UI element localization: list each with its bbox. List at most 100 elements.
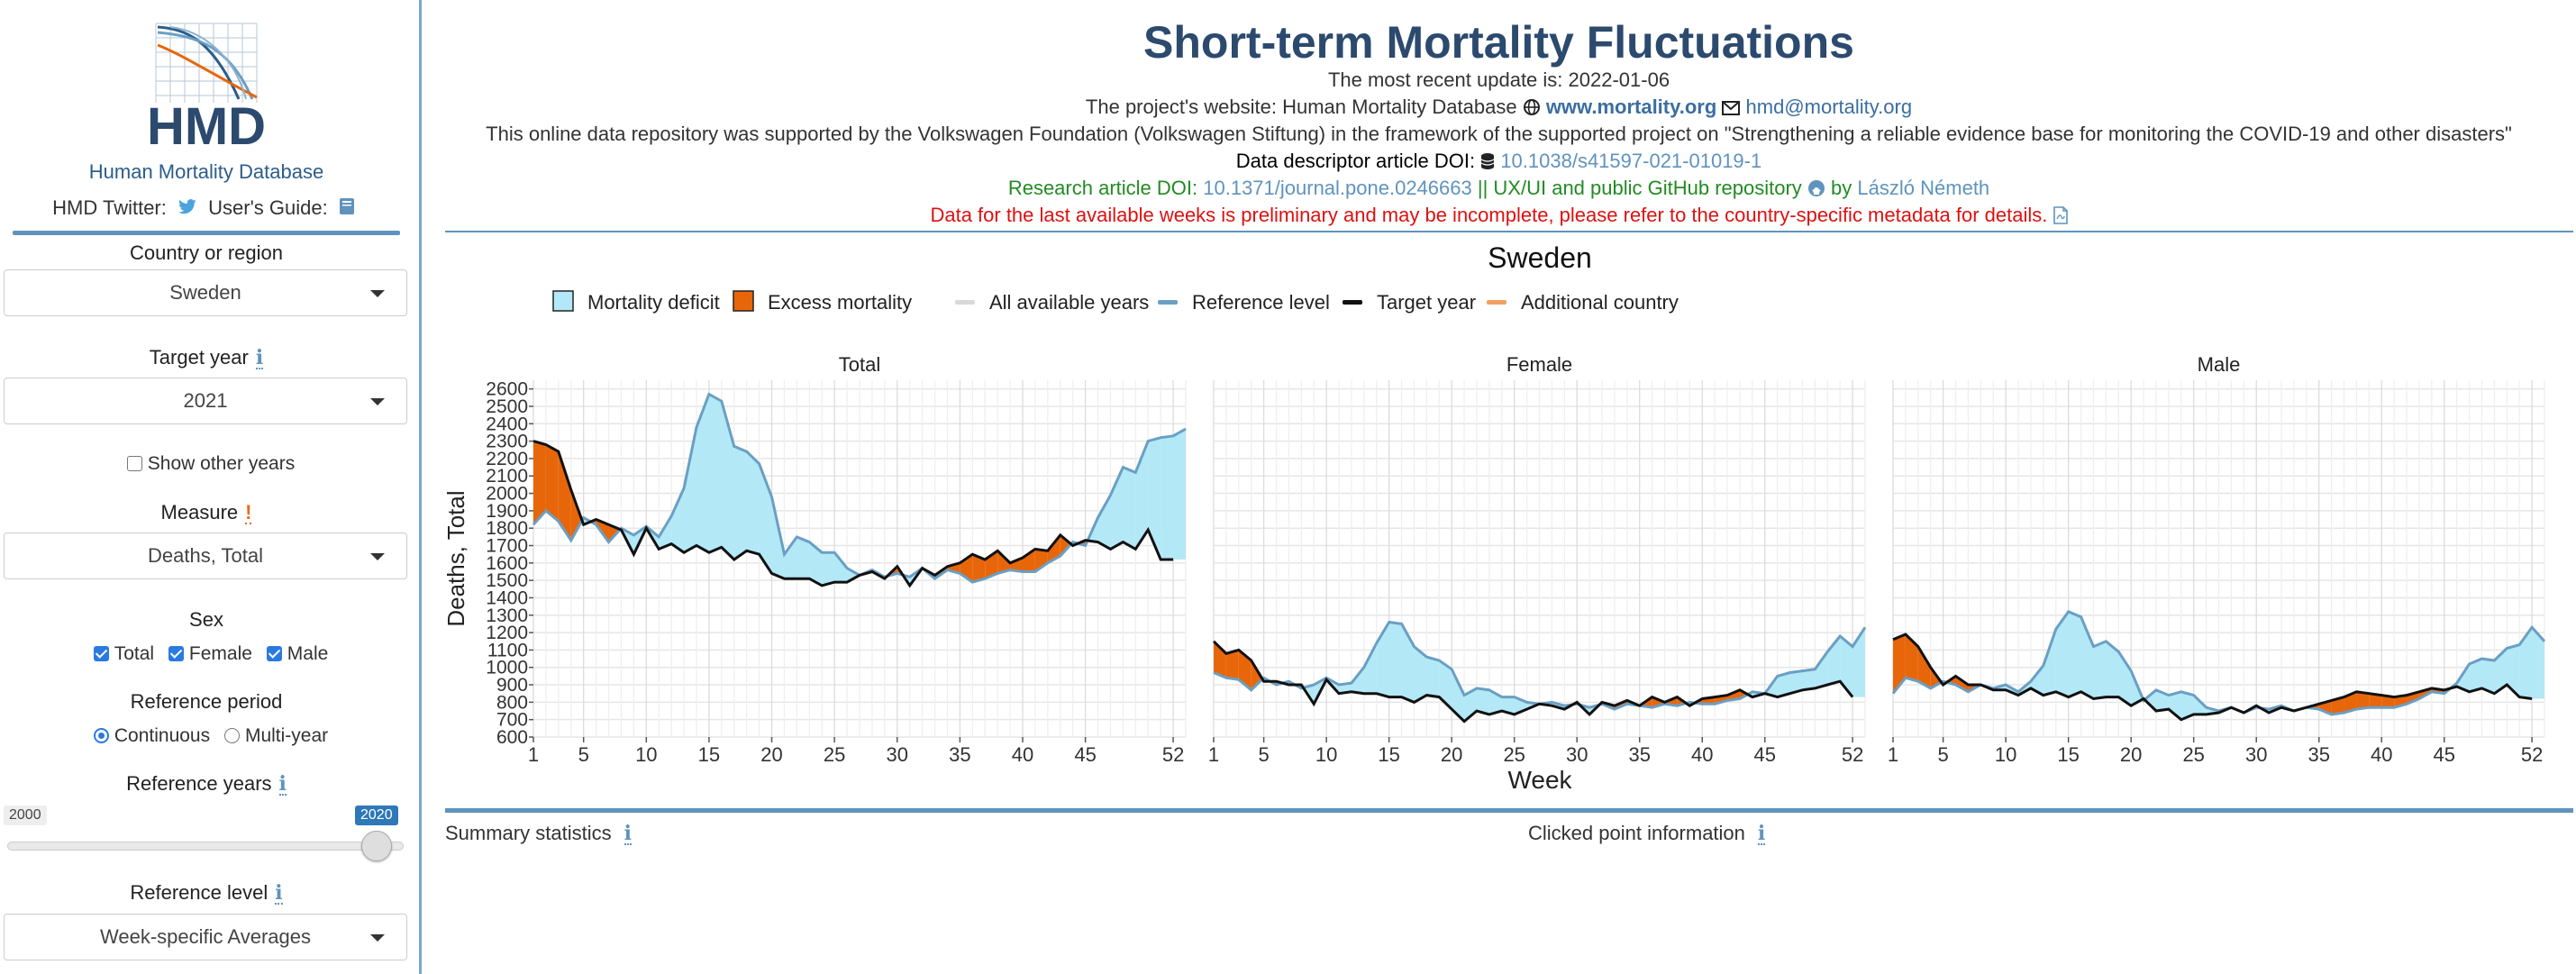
ref-level-select[interactable]: Week-specific Averages	[4, 914, 407, 960]
target-line	[1892, 633, 2533, 722]
area-segment	[1238, 650, 1252, 690]
area-segment	[659, 515, 672, 550]
ref-multiyear-radio[interactable]	[223, 728, 240, 743]
x-tick-label: 45	[1074, 743, 1096, 766]
sex-total-label: Total	[114, 643, 155, 664]
measure-select[interactable]: Deaths, Total	[4, 533, 407, 579]
x-tick-label: 30	[887, 743, 908, 766]
slider-max-label: 2020	[355, 806, 398, 825]
logo-text: HMD	[149, 97, 266, 150]
area-segment	[1173, 429, 1186, 560]
legend-label: Excess mortality	[768, 291, 912, 314]
show-other-years-row[interactable]: Show other years	[0, 453, 413, 475]
y-tick-label: 2400	[486, 414, 528, 434]
ref-years-slider-handle[interactable]	[361, 831, 392, 861]
area-segment	[2043, 629, 2056, 696]
x-tick-label: 25	[1503, 743, 1525, 766]
area-segment	[1110, 467, 1124, 550]
info-icon[interactable]: i	[278, 772, 287, 796]
website-prefix: The project's website: Human Mortality D…	[1085, 96, 1517, 118]
y-tick-label: 2600	[486, 379, 528, 400]
area-segment	[1363, 642, 1377, 694]
email-link[interactable]: hmd@mortality.org	[1745, 96, 1913, 118]
x-tick-label: 20	[760, 743, 782, 766]
hmd-logo[interactable]: HMD	[147, 20, 266, 156]
descriptor-doi-link[interactable]: 10.1038/s41597-021-01019-1	[1500, 150, 1762, 172]
area-segment	[1905, 634, 1918, 682]
logo-graphic-icon: HMD	[147, 23, 266, 156]
descriptor-line: Data descriptor article DOI: 10.1038/s41…	[422, 150, 2576, 173]
y-tick-label: 1500	[486, 570, 528, 591]
site-name[interactable]: Human Mortality Database	[88, 160, 324, 183]
sex-female-checkbox[interactable]	[168, 646, 184, 661]
area-segment	[1251, 660, 1263, 690]
sex-checkboxes: Total Female Male	[0, 643, 413, 665]
y-tick-label: 2000	[486, 484, 528, 505]
research-doi-link[interactable]: 10.1371/journal.pone.0246663	[1203, 177, 1472, 199]
area-segment	[1034, 549, 1048, 572]
x-tick-label: 52	[1842, 743, 1863, 766]
target-year-label-row: Target year i	[0, 346, 413, 369]
pdf-icon[interactable]	[2053, 204, 2068, 226]
legend-label: Additional country	[1521, 291, 1679, 314]
website-line: The project's website: Human Mortality D…	[422, 96, 2576, 119]
mortality-chart: Sweden Mortality deficit Excess mortality A…	[442, 241, 2546, 794]
area-segment	[784, 536, 797, 579]
y-tick-label: 2500	[486, 396, 528, 417]
info-icon[interactable]: i	[275, 881, 283, 905]
area-segment	[1802, 669, 1816, 690]
x-tick-label: 5	[1937, 743, 1948, 766]
x-tick-label: 5	[578, 743, 589, 766]
legend-item: Excess mortality	[733, 290, 912, 314]
x-tick-label: 30	[2245, 743, 2267, 766]
country-select[interactable]: Sweden	[4, 269, 407, 316]
y-tick-label: 900	[496, 675, 528, 696]
target-year-label: Target year	[149, 346, 249, 369]
show-other-years-checkbox[interactable]	[126, 456, 142, 471]
show-other-years-label: Show other years	[147, 453, 296, 474]
header-divider	[445, 231, 2573, 232]
area-segment	[2180, 691, 2194, 720]
github-icon[interactable]	[1807, 177, 1831, 199]
area-segment	[533, 441, 546, 525]
y-tick-label: 1200	[486, 623, 528, 643]
sex-total-checkbox[interactable]	[93, 646, 109, 661]
sex-male-checkbox[interactable]	[266, 646, 282, 661]
summary-statistics-label: Summary statistics i	[445, 822, 632, 845]
legend-swatch	[552, 290, 574, 312]
book-icon[interactable]	[339, 197, 355, 221]
target-year-select[interactable]: 2021	[4, 378, 407, 424]
warning-icon[interactable]: !	[245, 501, 252, 524]
legend-swatch	[733, 290, 754, 312]
y-tick-label: 600	[496, 727, 528, 748]
area-segment	[822, 552, 835, 586]
target-line	[1212, 640, 1854, 724]
ref-continuous-radio[interactable]	[93, 728, 109, 743]
x-tick-label: 35	[949, 743, 970, 766]
info-icon[interactable]: i	[255, 346, 264, 369]
ref-years-label-row: Reference years i	[0, 772, 413, 796]
ref-years-slider-track[interactable]	[7, 842, 404, 851]
area-segment	[2093, 641, 2107, 699]
author-link[interactable]: László Németh	[1857, 177, 1990, 199]
country-select-value: Sweden	[169, 281, 241, 304]
x-tick-label: 15	[2057, 743, 2079, 766]
area-segment	[2469, 659, 2482, 692]
y-tick-label: 2100	[486, 466, 528, 487]
y-tick-label: 800	[496, 692, 528, 713]
descriptor-prefix: Data descriptor article DOI:	[1235, 150, 1476, 172]
twitter-icon[interactable]	[177, 197, 197, 221]
y-tick-label: 1700	[486, 536, 528, 557]
legend-swatch	[955, 300, 975, 305]
area-segment	[2106, 641, 2119, 697]
area-segment	[684, 427, 696, 553]
area-segment	[2381, 695, 2395, 708]
info-icon[interactable]: i	[1757, 822, 1766, 845]
x-tick-label: 1	[528, 743, 539, 766]
area-segment	[1840, 635, 1853, 697]
area-segment	[1815, 651, 1828, 688]
guide-label: User's Guide:	[208, 196, 328, 219]
area-segment	[1010, 558, 1023, 572]
website-link[interactable]: www.mortality.org	[1545, 96, 1717, 118]
info-icon[interactable]: i	[624, 822, 632, 845]
